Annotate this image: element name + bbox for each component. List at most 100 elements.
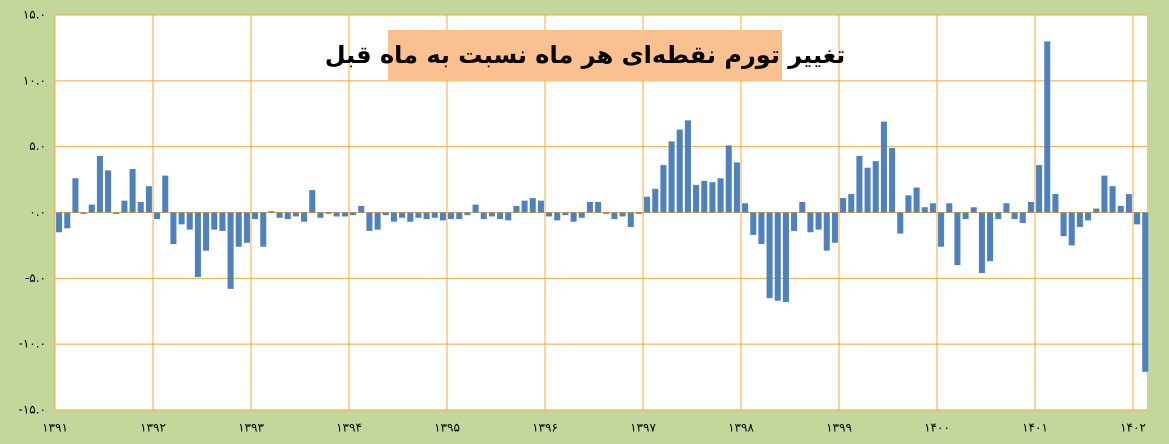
title-box bbox=[388, 30, 782, 80]
bar bbox=[562, 212, 569, 216]
bar bbox=[872, 161, 879, 213]
bar bbox=[905, 195, 912, 213]
bar bbox=[448, 212, 455, 220]
bar bbox=[1117, 205, 1124, 213]
bar bbox=[1044, 41, 1051, 213]
bar bbox=[333, 212, 340, 217]
bars bbox=[56, 41, 1149, 372]
bar bbox=[374, 212, 381, 230]
y-tick-label: -۵.۰ bbox=[25, 271, 46, 285]
bar bbox=[423, 212, 430, 220]
bar bbox=[946, 203, 953, 213]
bar bbox=[235, 212, 242, 247]
bar bbox=[219, 212, 226, 231]
y-tick-label: -۱۵.۰ bbox=[19, 403, 46, 417]
bar bbox=[121, 200, 128, 213]
x-tick-label: ۱۳۹۵ bbox=[434, 421, 460, 435]
bar bbox=[831, 212, 838, 243]
bar bbox=[1019, 212, 1026, 224]
bar bbox=[603, 212, 610, 214]
bar bbox=[260, 212, 267, 247]
bar bbox=[987, 212, 994, 262]
bar bbox=[537, 200, 544, 213]
bar bbox=[889, 147, 896, 213]
bar bbox=[546, 212, 553, 217]
bar bbox=[954, 212, 961, 266]
bar bbox=[652, 188, 659, 213]
bar bbox=[505, 212, 512, 221]
bar bbox=[554, 212, 561, 221]
bar bbox=[325, 212, 332, 214]
bar bbox=[1125, 194, 1132, 213]
bar bbox=[815, 212, 822, 230]
bar bbox=[595, 201, 602, 213]
x-tick-label: ۱۴۰۰ bbox=[924, 421, 950, 435]
bar bbox=[782, 212, 789, 303]
bar bbox=[439, 212, 446, 221]
bar bbox=[64, 212, 71, 229]
bar bbox=[840, 198, 847, 213]
bar bbox=[56, 212, 63, 233]
bar bbox=[970, 207, 977, 213]
bar bbox=[823, 212, 830, 251]
bar bbox=[252, 212, 259, 220]
bar bbox=[807, 212, 814, 233]
bar bbox=[145, 186, 152, 213]
x-tick-label: ۱۴۰۲ bbox=[1120, 421, 1146, 435]
bar bbox=[350, 212, 357, 216]
bar bbox=[791, 212, 798, 231]
bar bbox=[1060, 212, 1067, 237]
bar bbox=[578, 212, 585, 218]
bar bbox=[488, 212, 495, 217]
bar bbox=[292, 212, 299, 217]
bar bbox=[382, 212, 389, 216]
bar bbox=[529, 198, 536, 213]
bar bbox=[938, 212, 945, 247]
bar bbox=[1085, 212, 1092, 221]
bar bbox=[758, 212, 765, 245]
x-tick-label: ۱۳۹۷ bbox=[630, 421, 656, 435]
bar bbox=[693, 184, 700, 213]
bar bbox=[913, 187, 920, 213]
bar bbox=[276, 212, 283, 218]
bar bbox=[301, 212, 308, 222]
bar bbox=[390, 212, 397, 222]
bar bbox=[513, 205, 520, 213]
bar bbox=[921, 207, 928, 213]
bar bbox=[129, 169, 136, 213]
bar bbox=[162, 175, 169, 213]
bar bbox=[897, 212, 904, 234]
bar bbox=[774, 212, 781, 301]
bar bbox=[725, 145, 732, 213]
bar bbox=[1093, 208, 1100, 213]
bar bbox=[848, 194, 855, 213]
bar bbox=[203, 212, 210, 251]
x-tick-label: ۱۳۹۸ bbox=[728, 421, 754, 435]
bar bbox=[864, 167, 871, 213]
bar bbox=[1109, 186, 1116, 213]
bar bbox=[284, 212, 291, 220]
bar bbox=[676, 129, 683, 213]
x-tick-label: ۱۳۹۱ bbox=[42, 421, 68, 435]
bar bbox=[856, 155, 863, 213]
bar bbox=[88, 204, 95, 213]
bar bbox=[170, 212, 177, 245]
bar bbox=[1068, 212, 1075, 246]
y-tick-label: ۱۵.۰ bbox=[23, 8, 46, 22]
bar bbox=[766, 212, 773, 299]
bar bbox=[464, 212, 471, 216]
bar bbox=[72, 178, 79, 213]
y-tick-label: -۱۰.۰ bbox=[19, 337, 46, 351]
x-tick-label: ۱۳۹۹ bbox=[826, 421, 852, 435]
bar bbox=[96, 155, 103, 213]
bar bbox=[309, 190, 316, 213]
bar bbox=[995, 212, 1002, 220]
bar bbox=[611, 212, 618, 220]
y-tick-label: ۱۰.۰ bbox=[23, 73, 46, 87]
bar bbox=[1011, 212, 1018, 220]
bar bbox=[627, 212, 634, 227]
bar bbox=[113, 212, 120, 214]
x-tick-label: ۱۳۹۶ bbox=[532, 421, 558, 435]
bar bbox=[1076, 212, 1083, 227]
